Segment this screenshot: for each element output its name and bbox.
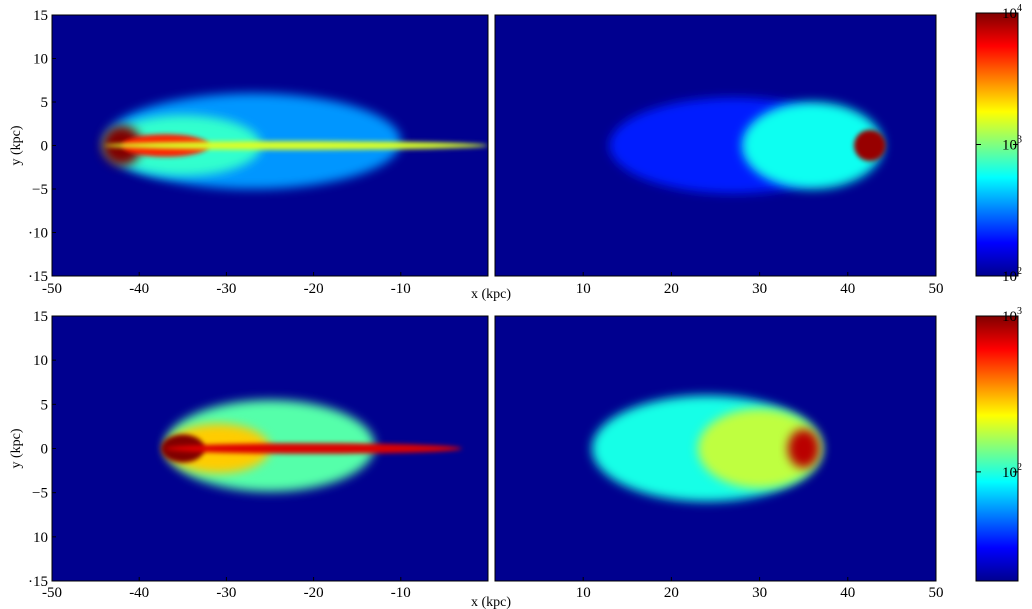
x-tick-label: 30 — [752, 281, 767, 297]
colorbar-tick-label: 103 — [1002, 306, 1022, 325]
top-left-heatmap-panel — [52, 15, 488, 276]
y-tick-label: 5 — [41, 397, 49, 413]
colorbar-tick-label: 104 — [1002, 3, 1022, 22]
y-tick-label: 0 — [41, 442, 49, 458]
x-tick-label: 30 — [752, 585, 767, 601]
x-tick-label: -20 — [304, 585, 324, 601]
y-tick-label: 10 — [33, 530, 48, 546]
y-tick-label: 10 — [33, 52, 48, 68]
y-tick-label: ·10 — [28, 226, 48, 242]
heatmap-blob-2 — [787, 429, 820, 468]
y-tick-label: 15 — [33, 309, 48, 325]
x-tick-label: -10 — [391, 281, 411, 297]
colorbar-tick-label: 102 — [1002, 462, 1022, 481]
bottom-left-heatmap-panel — [52, 316, 488, 581]
x-tick-label: 20 — [664, 585, 679, 601]
x-tick-label: -50 — [42, 585, 62, 601]
x-axis-label: x (kpc) — [471, 287, 511, 302]
colorbar-tick-label: 103 — [1002, 135, 1022, 154]
heatmap-blob-2 — [853, 129, 886, 162]
y-tick-label: 0 — [41, 139, 49, 155]
y-tick-label: ·15 — [28, 269, 48, 285]
x-tick-label: -50 — [42, 281, 62, 297]
x-tick-label: 20 — [664, 281, 679, 297]
x-tick-label: -20 — [304, 281, 324, 297]
top-row-chart: -50 -40 -30 -20 -10 10 20 30 40 50151050−5·10·15x… — [9, 3, 1022, 302]
x-axis-label: x (kpc) — [471, 595, 511, 609]
top-colorbar: 104 103 102 — [975, 3, 1022, 285]
top-row-axes: -50 -40 -30 -20 -10 10 20 30 40 50151050−5·10·15x… — [9, 8, 944, 302]
y-tick-label: −5 — [32, 182, 48, 198]
heatmap-blob-1 — [697, 408, 822, 489]
y-tick-label: 10 — [33, 353, 48, 369]
x-tick-label: 50 — [929, 585, 944, 601]
x-tick-label: 10 — [576, 281, 591, 297]
x-tick-label: -40 — [129, 281, 149, 297]
bottom-row-chart: -50 -40 -30 -20 -10 10 20 30 40 50151050−510·15x … — [9, 306, 1022, 609]
bottom-colorbar: 103 102 — [975, 306, 1022, 582]
heatmap-blob-4 — [104, 141, 488, 150]
x-tick-label: 40 — [840, 585, 855, 601]
top-right-heatmap-panel — [495, 15, 936, 276]
bottom-row-axes: -50 -40 -30 -20 -10 10 20 30 40 50151050−510·15x … — [9, 309, 944, 609]
x-tick-label: -10 — [391, 585, 411, 601]
heatmap-blob-3 — [165, 443, 462, 454]
x-tick-label: 50 — [929, 281, 944, 297]
right-panel-frame — [494, 14, 937, 277]
x-tick-label: -40 — [129, 585, 149, 601]
x-tick-label: 40 — [840, 281, 855, 297]
x-tick-label: 10 — [576, 585, 591, 601]
right-panel-frame — [494, 315, 937, 582]
y-axis-label: y (kpc) — [9, 428, 24, 468]
x-tick-label: -30 — [216, 281, 236, 297]
heatmap-blob-1 — [741, 102, 884, 189]
colorbar-tick-label: 102 — [1002, 266, 1022, 285]
bottom-right-heatmap-panel — [495, 316, 936, 581]
x-tick-label: -30 — [216, 585, 236, 601]
y-tick-label: 15 — [33, 8, 48, 24]
colorbar-gradient — [975, 315, 1019, 582]
y-tick-label: −5 — [32, 486, 48, 502]
y-tick-label: ·15 — [28, 574, 48, 590]
y-tick-label: 5 — [41, 95, 49, 111]
y-axis-label: y (kpc) — [9, 125, 24, 165]
